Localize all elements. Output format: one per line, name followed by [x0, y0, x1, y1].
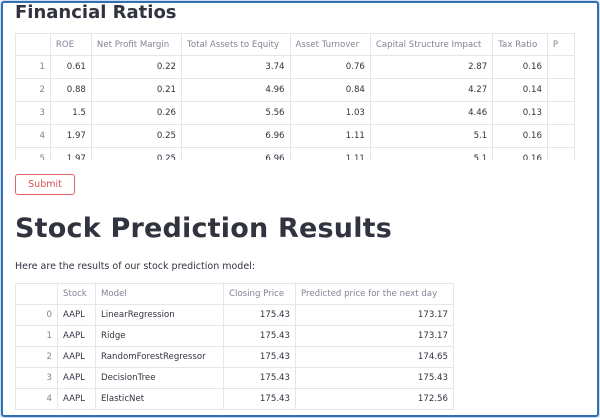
table-cell: 5.56: [181, 101, 291, 125]
table-cell: 175.43: [295, 367, 454, 389]
row-index-cell: 0: [15, 304, 58, 326]
table-row: 2 0.88 0.21 4.96 0.84 4.27 0.14: [15, 78, 575, 102]
table-cell: 0.84: [289, 78, 371, 102]
table-cell: AAPL: [57, 388, 96, 410]
table-cell: 6.96: [181, 124, 291, 148]
table-cell: 5.1: [369, 147, 494, 160]
table-cell: [546, 147, 575, 160]
table-cell: 0.25: [90, 147, 183, 160]
table-cell: 0.25: [90, 124, 183, 148]
table-cell: 172.56: [295, 388, 454, 410]
table-cell: 1.97: [49, 147, 92, 160]
submit-button[interactable]: Submit: [15, 174, 75, 195]
column-header[interactable]: Model: [95, 283, 224, 305]
table-cell: AAPL: [57, 346, 96, 368]
table-cell: 175.43: [223, 325, 296, 347]
table-cell: Ridge: [95, 325, 224, 347]
table-cell: [546, 78, 575, 102]
table-cell: AAPL: [57, 367, 96, 389]
table-cell: 1.03: [289, 101, 371, 125]
table-cell: 5.1: [369, 124, 494, 148]
table-cell: 175.43: [223, 367, 296, 389]
table-cell: LinearRegression: [95, 304, 224, 326]
table-row: 4 1.97 0.25 6.96 1.11 5.1 0.16: [15, 124, 575, 148]
financial-ratios-heading: Financial Ratios: [15, 2, 177, 23]
table-cell: 0.16: [492, 124, 548, 148]
table-row: 5 1.97 0.25 6.96 1.11 5.1 0.16: [15, 147, 575, 160]
table-cell: AAPL: [57, 304, 96, 326]
table-cell: 173.17: [295, 304, 454, 326]
column-header[interactable]: Closing Price: [223, 283, 296, 305]
prediction-results-table: Stock Model Closing Price Predicted price f…: [15, 283, 454, 410]
row-index-cell: 4: [15, 388, 58, 410]
table-cell: 173.17: [295, 325, 454, 347]
column-header[interactable]: ROE: [49, 33, 92, 56]
stock-prediction-heading: Stock Prediction Results: [15, 213, 393, 244]
table-cell: 4.27: [369, 78, 494, 102]
table-cell: 174.65: [295, 346, 454, 368]
table-cell: 4.46: [369, 101, 494, 125]
table-cell: 0.26: [90, 101, 183, 125]
row-index-cell: 2: [15, 78, 51, 102]
column-header[interactable]: Stock: [57, 283, 96, 305]
table-cell: [546, 101, 575, 125]
table-cell: AAPL: [57, 325, 96, 347]
table-cell: ElasticNet: [95, 388, 224, 410]
table-row: 1 AAPL Ridge 175.43 173.17: [15, 325, 454, 347]
table-cell: 1.11: [289, 147, 371, 160]
table-cell: 0.16: [492, 147, 548, 160]
table-header-row: Stock Model Closing Price Predicted price f…: [15, 283, 454, 305]
table-cell: 1.5: [49, 101, 92, 125]
table-cell: 2.87: [369, 55, 494, 79]
table-cell: 0.13: [492, 101, 548, 125]
table-cell: 3.74: [181, 55, 291, 79]
table-cell: 0.16: [492, 55, 548, 79]
index-column-header[interactable]: [15, 33, 51, 56]
table-row: 3 1.5 0.26 5.56 1.03 4.46 0.13: [15, 101, 575, 125]
column-header[interactable]: Total Assets to Equity: [181, 33, 291, 56]
table-cell: 0.22: [90, 55, 183, 79]
row-index-cell: 2: [15, 346, 58, 368]
table-cell: 1.11: [289, 124, 371, 148]
financial-ratios-table: ROE Net Profit Margin Total Assets to Equi…: [15, 33, 575, 160]
table-cell: 6.96: [181, 147, 291, 160]
table-cell: 0.21: [90, 78, 183, 102]
prediction-table-container[interactable]: Stock Model Closing Price Predicted price f…: [15, 283, 455, 417]
table-cell: DecisionTree: [95, 367, 224, 389]
row-index-cell: 3: [15, 101, 51, 125]
row-index-cell: 4: [15, 124, 51, 148]
row-index-cell: 1: [15, 55, 51, 79]
table-cell: [546, 55, 575, 79]
column-header[interactable]: Predicted price for the next day: [295, 283, 454, 305]
table-cell: 0.61: [49, 55, 92, 79]
table-cell: 0.88: [49, 78, 92, 102]
table-cell: 175.43: [223, 388, 296, 410]
row-index-cell: 1: [15, 325, 58, 347]
column-header[interactable]: Tax Ratio: [492, 33, 548, 56]
table-cell: 4.96: [181, 78, 291, 102]
table-row: 3 AAPL DecisionTree 175.43 175.43: [15, 367, 454, 389]
column-header[interactable]: P: [546, 33, 575, 56]
column-header[interactable]: Capital Structure Impact: [369, 33, 494, 56]
table-row: 4 AAPL ElasticNet 175.43 172.56: [15, 388, 454, 410]
table-cell: 175.43: [223, 346, 296, 368]
financial-ratios-table-container[interactable]: ROE Net Profit Margin Total Assets to Equi…: [15, 33, 575, 160]
row-index-cell: 3: [15, 367, 58, 389]
results-intro-text: Here are the results of our stock predic…: [15, 261, 256, 272]
index-column-header[interactable]: [15, 283, 58, 305]
table-cell: RandomForestRegressor: [95, 346, 224, 368]
table-row: 1 0.61 0.22 3.74 0.76 2.87 0.16: [15, 55, 575, 79]
table-row: 2 AAPL RandomForestRegressor 175.43 174.65: [15, 346, 454, 368]
column-header[interactable]: Asset Turnover: [289, 33, 371, 56]
table-cell: 175.43: [223, 304, 296, 326]
row-index-cell: 5: [15, 147, 51, 160]
table-cell: 0.76: [289, 55, 371, 79]
table-cell: 1.97: [49, 124, 92, 148]
column-header[interactable]: Net Profit Margin: [90, 33, 183, 56]
table-header-row: ROE Net Profit Margin Total Assets to Equi…: [15, 33, 575, 56]
table-cell: 0.14: [492, 78, 548, 102]
table-cell: [546, 124, 575, 148]
table-row: 0 AAPL LinearRegression 175.43 173.17: [15, 304, 454, 326]
